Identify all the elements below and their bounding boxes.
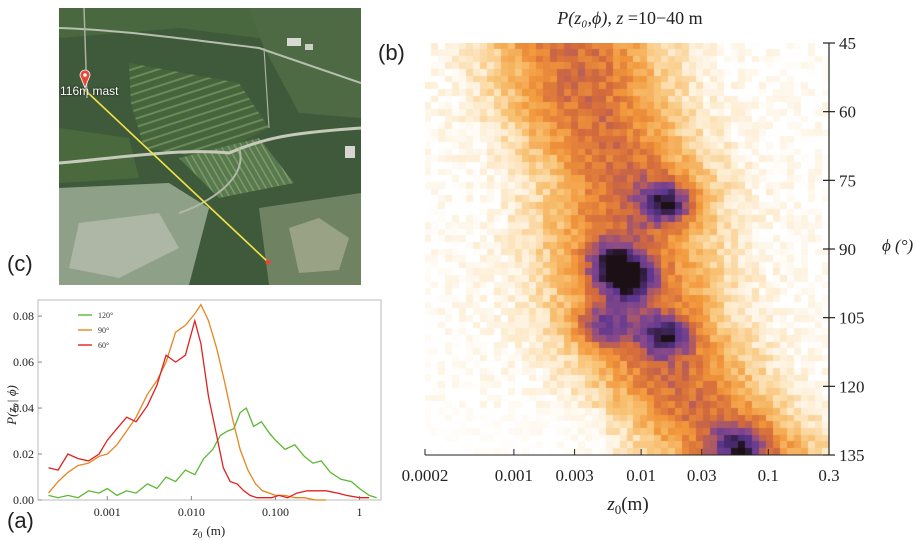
heatmap-x-tick-label: 0.3 (818, 466, 839, 485)
heatmap-y-tick-label: 90 (839, 240, 856, 259)
heatmap-x-tick-label: 0.001 (495, 466, 533, 485)
heatmap-x-axis-label-var: z (606, 494, 615, 515)
panel-label-b: (b) (378, 40, 405, 65)
y-tick-label: 0.08 (13, 309, 34, 323)
series-line (48, 303, 327, 501)
transect-line (84, 89, 269, 263)
y-tick-label: 0.00 (13, 493, 34, 507)
y-tick-label: 0.02 (13, 447, 34, 461)
heatmap-x-tick-label: 0.03 (687, 466, 717, 485)
satellite-map: 116m mast (59, 8, 361, 285)
x-tick-label: 0.100 (262, 505, 289, 519)
x-tick-label: 0.010 (178, 505, 205, 519)
heatmap-y-tick-label: 135 (839, 446, 865, 465)
map-building (287, 38, 301, 46)
x-tick-label: 1 (357, 505, 363, 519)
mast-label: 116m mast (60, 84, 119, 98)
x-axis-label-a-var: z (192, 523, 198, 538)
heatmap-y-tick-label: 120 (839, 377, 865, 396)
heatmap-x-tick-label: 0.01 (626, 466, 656, 485)
map-building (305, 44, 313, 50)
heatmap-title: P(z₀,ϕ), z =10−40 m (425, 8, 835, 29)
mast-marker-icon (79, 69, 91, 90)
line-chart-a: 0.00 0.02 0.04 0.06 0.08 0.001 0.010 0.100 1 12… (4, 299, 382, 540)
x-axis-label-a-unit: (m) (206, 523, 225, 538)
plot-frame-a (37, 299, 382, 501)
heatmap-title-rest: =10−40 m (623, 8, 703, 28)
map-field (129, 63, 269, 158)
heatmap-y-tick-label: 60 (839, 103, 856, 122)
y-tick-label: 0.04 (13, 401, 34, 415)
heatmap-y-axis-label: ϕ (°) (882, 236, 914, 255)
y-axis-label-a: P(z₀| ϕ) (4, 385, 19, 426)
legend-label: 60° (98, 341, 109, 350)
x-axis-label-a: z0 (m) (192, 523, 225, 540)
x-tick-label: 0.001 (94, 505, 121, 519)
heatmap-canvas (425, 43, 829, 455)
heatmap-title-main: P(z₀,ϕ), (557, 8, 617, 28)
legend-label: 90° (98, 326, 109, 335)
target-point-icon (265, 259, 271, 265)
map-road (59, 126, 361, 165)
map-road (59, 27, 361, 84)
series-line (48, 318, 370, 499)
legend-label: 120° (98, 311, 113, 320)
map-road (178, 147, 242, 214)
x-axis-label-a-sub: 0 (198, 530, 203, 540)
heatmap-x-axis-label-unit: (m) (621, 494, 648, 515)
heatmap-y-tick-label: 105 (839, 309, 865, 328)
panel-label-c: (c) (7, 251, 33, 276)
panel-label-a: (a) (7, 508, 34, 533)
map-building (345, 146, 355, 158)
map-field (69, 213, 179, 278)
heatmap-x-tick-label: 0.1 (758, 466, 779, 485)
heatmap-y-tick-label: 45 (839, 34, 856, 53)
satellite-map-image (59, 8, 361, 285)
heatmap-y-tick-label: 75 (839, 171, 856, 190)
heatmap-x-axis-label-sub: 0 (615, 502, 622, 517)
heatmap-x-axis-label: z0(m) (606, 494, 648, 517)
map-field (289, 218, 349, 273)
series-line (48, 406, 377, 499)
map-road (263, 47, 270, 129)
map-field (59, 128, 139, 183)
heatmap-title-z: z (616, 8, 624, 28)
heatmap-x-tick-label: 0.0002 (402, 466, 449, 485)
heatmap-x-tick-label: 0.003 (555, 466, 593, 485)
y-tick-label: 0.06 (13, 355, 34, 369)
